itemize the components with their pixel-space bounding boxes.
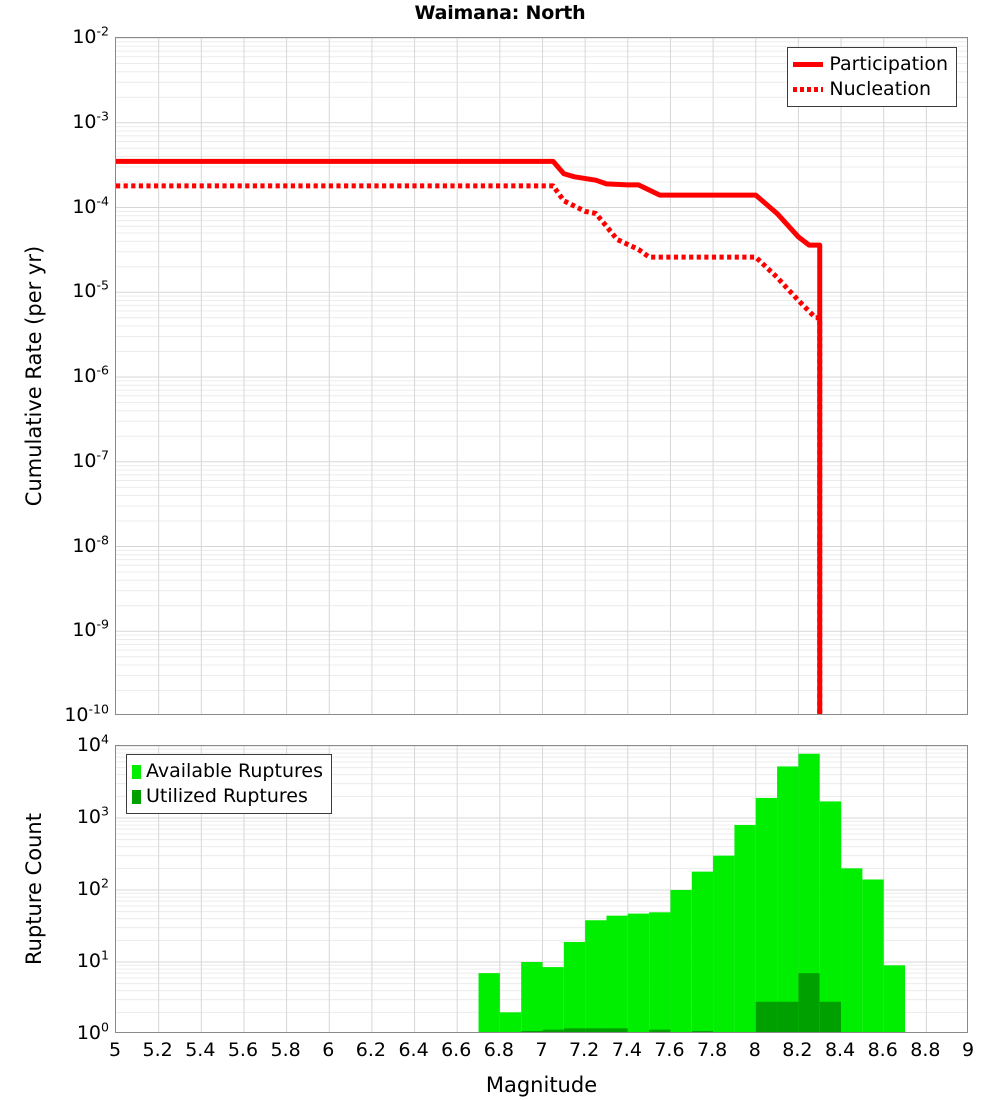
xtick-label: 6.4 — [398, 1039, 429, 1061]
ytick-label: 10-7 — [72, 447, 109, 472]
green-square-swatch — [132, 764, 141, 779]
xtick-label: 6 — [322, 1039, 335, 1061]
dotted-line-swatch — [793, 87, 824, 92]
xtick-label: 7.8 — [696, 1039, 728, 1061]
legend-item[interactable]: Utilized Ruptures — [132, 784, 323, 809]
ytick-label: 10-5 — [72, 277, 109, 303]
xtick-label: 5.4 — [185, 1039, 216, 1061]
top-plot-gridlines — [116, 38, 967, 714]
xtick-label: 7.6 — [654, 1039, 685, 1061]
dark-green-square-swatch — [132, 789, 141, 804]
legend-item[interactable]: Participation — [793, 52, 948, 77]
ytick-label: 10-3 — [72, 108, 109, 133]
ytick-label: 102 — [76, 875, 109, 900]
x-axis-tick-labels: 5 5.2 5.4 5.6 5.8 6 6.2 6.4 6.6 6.8 7 7.2 7.4 7.6 7.8 8… — [0, 1039, 1000, 1065]
top-plot-legend[interactable]: Participation Nucleation — [787, 47, 957, 107]
xtick-label: 8.2 — [782, 1039, 813, 1061]
legend-item[interactable]: Nucleation — [793, 77, 948, 102]
ytick-label: 101 — [76, 947, 109, 972]
ytick-label: 103 — [76, 803, 109, 828]
ytick-label: 10-4 — [72, 193, 109, 218]
legend-item-label: Nucleation — [829, 78, 932, 100]
bottom-plot-bars — [478, 753, 906, 1032]
xtick-label: 5 — [108, 1039, 122, 1061]
rupture-count-plot: Available Ruptures Utilized Ruptures — [115, 745, 968, 1033]
top-plot-series — [116, 158, 823, 714]
bottom-plot-surface — [116, 746, 967, 1032]
top-plot-surface — [116, 38, 967, 714]
ytick-label: 10-9 — [72, 616, 109, 642]
xtick-label: 5.2 — [142, 1039, 173, 1061]
xtick-label: 6.2 — [355, 1039, 386, 1061]
xtick-label: 5.8 — [270, 1039, 301, 1061]
legend-item-label: Available Ruptures — [146, 760, 323, 782]
xtick-label: 8.8 — [910, 1039, 941, 1061]
xtick-label: 5.6 — [227, 1039, 259, 1061]
xtick-label: 9 — [961, 1039, 975, 1061]
x-axis-label: Magnitude — [485, 1073, 598, 1097]
legend-item-label: Utilized Ruptures — [146, 785, 308, 807]
legend-item-label: Participation — [829, 53, 948, 75]
cumulative-rate-plot: Participation Nucleation — [115, 37, 968, 715]
ytick-label: 10-6 — [72, 362, 109, 387]
xtick-label: 8 — [748, 1039, 761, 1061]
solid-line-swatch — [793, 62, 824, 67]
ytick-label: 10-2 — [72, 23, 109, 48]
ytick-label: 10-8 — [72, 532, 109, 557]
ytick-label: 100 — [76, 1019, 109, 1044]
bottom-plot-legend[interactable]: Available Ruptures Utilized Ruptures — [126, 754, 332, 814]
ytick-label: 10-10 — [64, 701, 109, 726]
xtick-label: 8.6 — [867, 1039, 898, 1061]
xtick-label: 6.8 — [483, 1039, 514, 1061]
page-title: Waimana: North — [414, 2, 586, 24]
xtick-label: 7.4 — [611, 1039, 642, 1061]
ytick-label: 104 — [76, 731, 109, 756]
xtick-label: 7.2 — [569, 1039, 600, 1061]
xtick-label: 8.4 — [824, 1039, 856, 1061]
xtick-label: 7 — [535, 1039, 548, 1061]
xtick-label: 6.6 — [441, 1039, 472, 1061]
legend-item[interactable]: Available Ruptures — [132, 759, 323, 784]
